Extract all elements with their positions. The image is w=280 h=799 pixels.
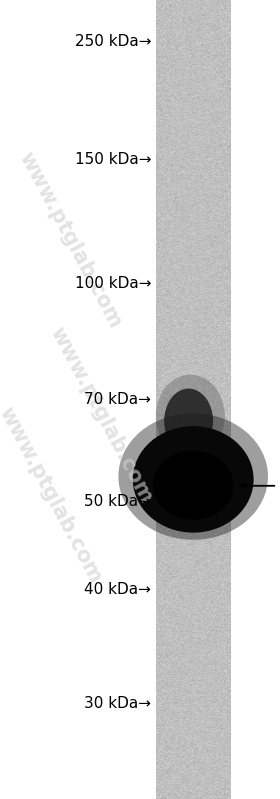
- Text: 40 kDa→: 40 kDa→: [84, 582, 151, 597]
- Text: www.ptglab.com: www.ptglab.com: [15, 148, 125, 332]
- Text: 150 kDa→: 150 kDa→: [75, 153, 151, 167]
- Bar: [156, 0, 231, 799]
- Text: 50 kDa→: 50 kDa→: [84, 495, 151, 509]
- Text: 250 kDa→: 250 kDa→: [75, 34, 151, 49]
- Text: 30 kDa→: 30 kDa→: [84, 696, 151, 710]
- Text: 70 kDa→: 70 kDa→: [84, 392, 151, 407]
- Text: 100 kDa→: 100 kDa→: [75, 276, 151, 291]
- Text: www.ptglab.com: www.ptglab.com: [46, 324, 156, 507]
- Ellipse shape: [133, 426, 254, 533]
- Ellipse shape: [118, 413, 268, 540]
- Ellipse shape: [153, 451, 234, 519]
- Ellipse shape: [156, 375, 225, 458]
- Text: www.ptglab.com: www.ptglab.com: [0, 403, 105, 587]
- Ellipse shape: [164, 388, 213, 454]
